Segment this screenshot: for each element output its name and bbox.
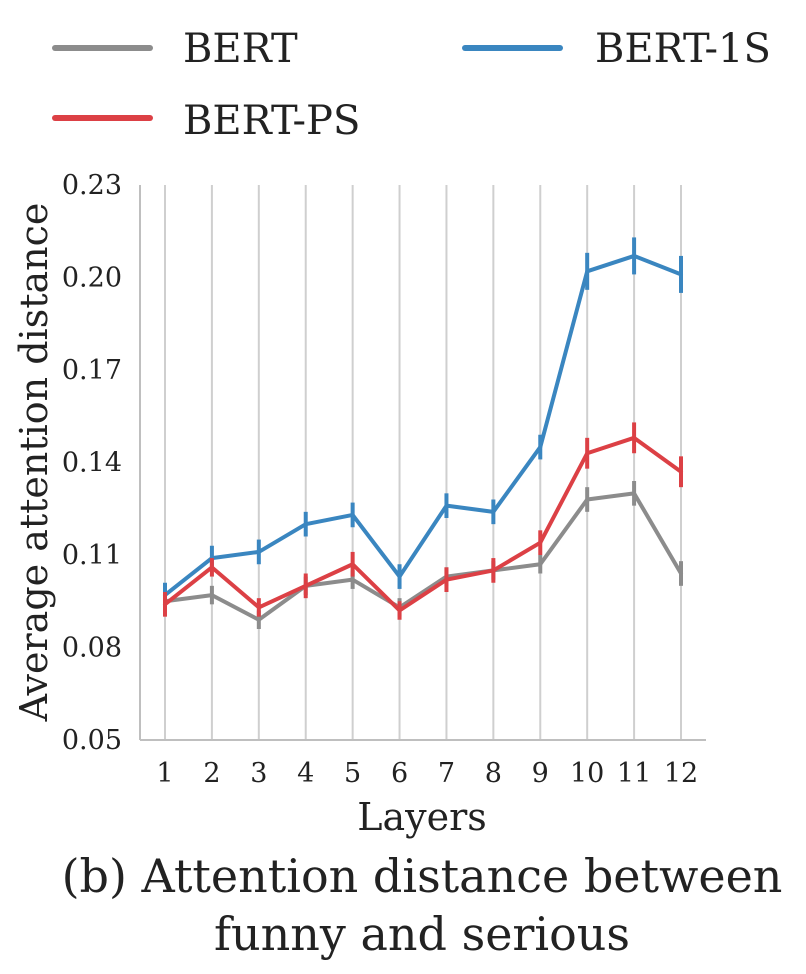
legend-label-bert: BERT bbox=[183, 26, 298, 72]
x-tick-label: 11 bbox=[617, 758, 651, 789]
vertical-gridlines bbox=[164, 185, 682, 740]
x-tick-label: 1 bbox=[156, 758, 173, 789]
y-tick-label: 0.11 bbox=[62, 540, 122, 571]
x-tick-label: 3 bbox=[250, 758, 267, 789]
y-tick-label: 0.20 bbox=[62, 263, 122, 294]
legend-label-bert-ps: BERT-PS bbox=[183, 98, 360, 144]
legend-entry-bert-ps: BERT-PS bbox=[52, 98, 360, 144]
series-bert-ps bbox=[163, 422, 683, 620]
x-tick-label: 2 bbox=[203, 758, 220, 789]
series-lines bbox=[163, 237, 683, 629]
x-tick-label: 10 bbox=[570, 758, 604, 789]
y-tick-label: 0.14 bbox=[62, 448, 122, 479]
legend-entry-bert: BERT bbox=[52, 26, 298, 72]
x-tick-label: 8 bbox=[485, 758, 502, 789]
x-tick-label: 7 bbox=[438, 758, 455, 789]
y-axis-label: Average attention distance bbox=[12, 203, 56, 723]
figure-caption-line-1: (b) Attention distance between bbox=[62, 849, 783, 903]
y-tick-label: 0.08 bbox=[62, 633, 122, 664]
legend-label-bert-1s: BERT-1S bbox=[595, 26, 771, 72]
y-tick-label: 0.05 bbox=[62, 725, 122, 756]
series-line-bert-1s bbox=[163, 253, 683, 598]
y-tick-labels: 0.05 0.08 0.11 0.14 0.17 0.20 0.23 bbox=[62, 170, 122, 756]
x-tick-label: 9 bbox=[532, 758, 549, 789]
axes bbox=[139, 185, 706, 741]
x-tick-label: 5 bbox=[344, 758, 361, 789]
x-tick-labels: 1 2 3 4 5 6 7 8 9 10 11 12 bbox=[156, 758, 698, 789]
legend-entry-bert-1s: BERT-1S bbox=[462, 26, 771, 72]
series-line-bert bbox=[163, 491, 683, 622]
x-tick-label: 4 bbox=[297, 758, 314, 789]
legend: BERT BERT-1S BERT-PS bbox=[52, 26, 771, 144]
figure-caption-line-2: funny and serious bbox=[214, 907, 630, 961]
y-tick-label: 0.23 bbox=[62, 170, 122, 201]
x-tick-label: 6 bbox=[391, 758, 408, 789]
x-tick-label: 12 bbox=[664, 758, 698, 789]
y-tick-label: 0.17 bbox=[62, 355, 122, 386]
series-bert-1s bbox=[163, 237, 683, 608]
x-axis-label: Layers bbox=[357, 795, 487, 839]
series-line-bert-ps bbox=[163, 435, 683, 613]
